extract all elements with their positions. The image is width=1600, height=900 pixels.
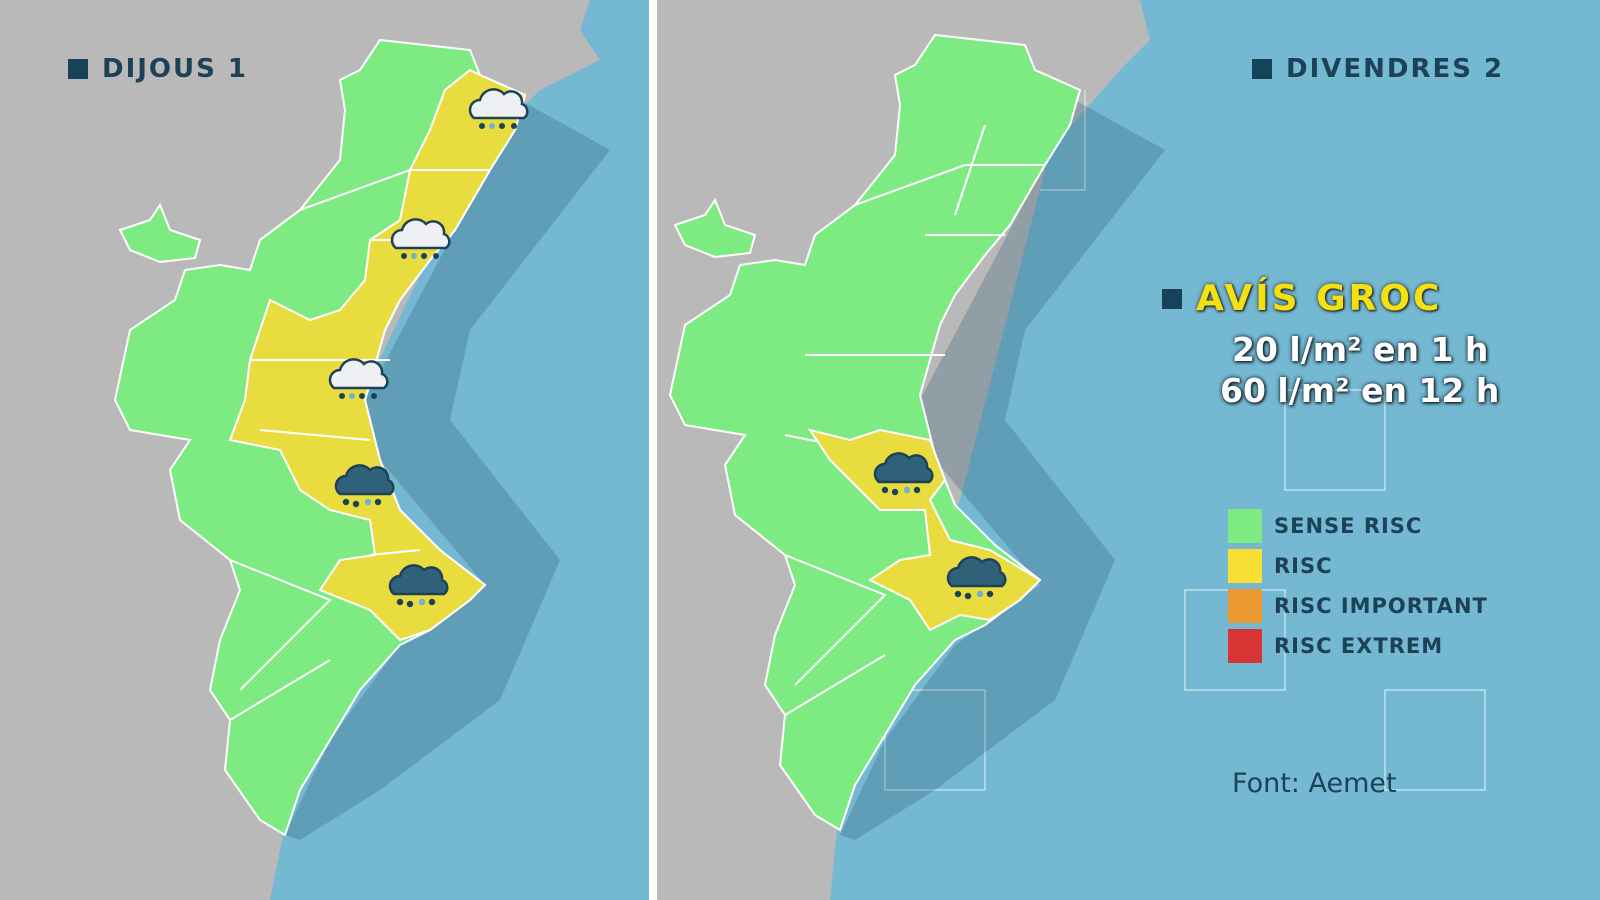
- legend-item: RISC: [1228, 546, 1488, 586]
- legend-item: RISC IMPORTANT: [1228, 586, 1488, 626]
- sea-shadow: [285, 100, 610, 840]
- map-day1: [114, 0, 650, 900]
- source-credit: Font: Aemet: [1232, 768, 1397, 799]
- day1-title: DIJOUS 1: [68, 54, 248, 84]
- sea: [830, 0, 1600, 900]
- legend-item: SENSE RISC: [1228, 506, 1488, 546]
- legend-swatch: [1228, 509, 1262, 543]
- square-bullet-icon: [1252, 59, 1272, 79]
- warning-threshold-1h: 20 l/m² en 1 h: [1232, 330, 1489, 369]
- square-bullet-icon: [1162, 288, 1182, 309]
- square-bullet-icon: [68, 59, 88, 79]
- legend: SENSE RISC RISC RISC IMPORTANT RISC EXTR…: [1228, 506, 1488, 666]
- warning-title: AVÍS GROC: [1162, 278, 1442, 319]
- legend-swatch: [1228, 629, 1262, 663]
- divider: [649, 0, 657, 900]
- sea-shadow: [840, 100, 1165, 840]
- region-risk: [228, 68, 527, 642]
- map-day2: [669, 0, 1600, 900]
- legend-swatch: [1228, 549, 1262, 583]
- legend-item: RISC EXTREM: [1228, 626, 1488, 666]
- legend-swatch: [1228, 589, 1262, 623]
- day2-title: DIVENDRES 2: [1252, 54, 1504, 84]
- warning-threshold-12h: 60 l/m² en 12 h: [1220, 371, 1500, 410]
